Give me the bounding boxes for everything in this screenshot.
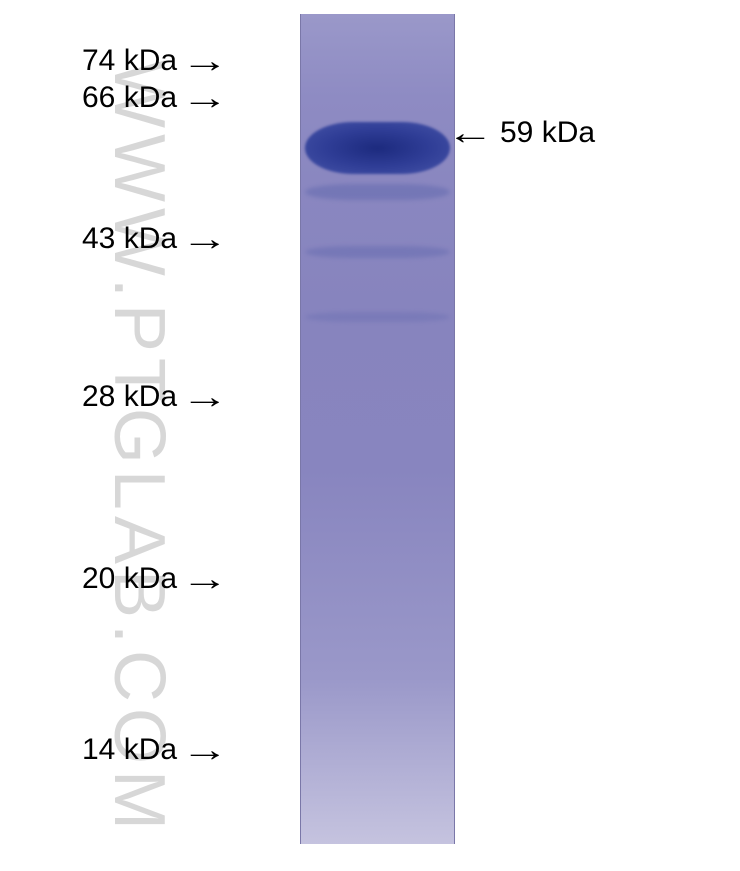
marker-label: 20 kDa→ — [82, 562, 215, 596]
marker-label: 28 kDa→ — [82, 380, 215, 414]
gel-lane — [300, 14, 455, 844]
sample-band-label: ← 59 kDa — [460, 116, 595, 150]
marker-text: 74 kDa — [82, 44, 177, 78]
gel-band — [305, 246, 450, 258]
gel-band — [305, 312, 450, 322]
marker-text: 28 kDa — [82, 380, 177, 414]
marker-text: 14 kDa — [82, 733, 177, 767]
arrow-left-icon: ← — [446, 116, 494, 150]
marker-text: 20 kDa — [82, 562, 177, 596]
marker-label: 43 kDa→ — [82, 222, 215, 256]
marker-label: 14 kDa→ — [82, 733, 215, 767]
marker-label: 74 kDa→ — [82, 44, 215, 78]
arrow-right-icon: → — [181, 222, 229, 256]
marker-label: 66 kDa→ — [82, 81, 215, 115]
watermark-text: WWW.PTGLAB.COM — [98, 60, 180, 836]
arrow-right-icon: → — [181, 562, 229, 596]
arrow-right-icon: → — [181, 733, 229, 767]
arrow-right-icon: → — [181, 81, 229, 115]
arrow-right-icon: → — [181, 44, 229, 78]
marker-text: 43 kDa — [82, 222, 177, 256]
gel-band — [305, 122, 450, 174]
marker-text: 66 kDa — [82, 81, 177, 115]
sample-band-text: 59 kDa — [500, 116, 595, 150]
gel-figure: WWW.PTGLAB.COM 74 kDa→66 kDa→43 kDa→28 k… — [0, 0, 740, 871]
gel-band — [305, 184, 450, 200]
arrow-right-icon: → — [181, 380, 229, 414]
